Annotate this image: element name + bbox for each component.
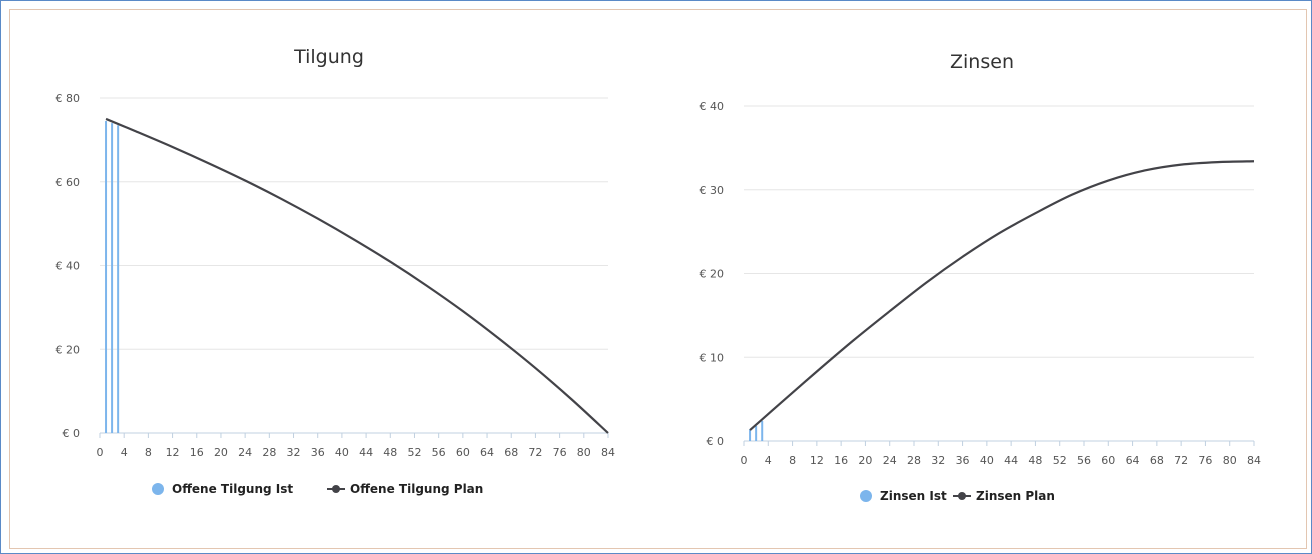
- x-tick-label: 64: [1126, 454, 1140, 467]
- x-tick-label: 12: [810, 454, 824, 467]
- x-tick-label: 36: [956, 454, 970, 467]
- chart-title: Zinsen: [950, 51, 1014, 73]
- legend-ist-label[interactable]: Offene Tilgung Ist: [172, 482, 293, 496]
- x-tick-label: 16: [190, 446, 204, 459]
- x-tick-label: 16: [834, 454, 848, 467]
- x-tick-label: 60: [1101, 454, 1115, 467]
- x-tick-label: 52: [407, 446, 421, 459]
- x-tick-label: 8: [145, 446, 152, 459]
- x-tick-label: 48: [1028, 454, 1042, 467]
- y-tick-label: € 20: [56, 343, 81, 356]
- y-tick-label: € 80: [56, 92, 81, 105]
- y-tick-label: € 40: [700, 100, 725, 113]
- x-tick-label: 84: [601, 446, 615, 459]
- x-tick-label: 28: [907, 454, 921, 467]
- x-tick-label: 4: [121, 446, 128, 459]
- x-tick-label: 20: [214, 446, 228, 459]
- x-tick-label: 12: [166, 446, 180, 459]
- x-tick-label: 44: [1004, 454, 1018, 467]
- plan-line: [749, 160, 1255, 431]
- x-tick-label: 68: [1150, 454, 1164, 467]
- plan-line: [105, 117, 609, 434]
- y-tick-label: € 0: [63, 427, 81, 440]
- legend-plan-marker[interactable]: [332, 485, 340, 493]
- legend-plan-label[interactable]: Zinsen Plan: [976, 489, 1055, 503]
- y-tick-label: € 40: [56, 260, 81, 273]
- x-tick-label: 32: [931, 454, 945, 467]
- x-tick-label: 68: [504, 446, 518, 459]
- legend-ist-label[interactable]: Zinsen Ist: [880, 489, 947, 503]
- charts-panel: [9, 9, 1307, 549]
- x-tick-label: 84: [1247, 454, 1261, 467]
- x-tick-label: 32: [287, 446, 301, 459]
- x-tick-label: 40: [980, 454, 994, 467]
- legend-ist-marker[interactable]: [152, 483, 164, 495]
- x-tick-label: 28: [262, 446, 276, 459]
- x-tick-label: 0: [97, 446, 104, 459]
- x-tick-label: 72: [528, 446, 542, 459]
- x-tick-label: 80: [1223, 454, 1237, 467]
- x-tick-label: 0: [741, 454, 748, 467]
- y-tick-label: € 20: [700, 268, 725, 281]
- y-tick-label: € 10: [700, 351, 725, 364]
- x-tick-label: 56: [1077, 454, 1091, 467]
- x-tick-label: 44: [359, 446, 373, 459]
- legend-plan-marker[interactable]: [958, 492, 966, 500]
- x-tick-label: 60: [456, 446, 470, 459]
- x-tick-label: 8: [789, 454, 796, 467]
- x-tick-label: 56: [432, 446, 446, 459]
- x-tick-label: 36: [311, 446, 325, 459]
- chart-zinsen: Zinsen€ 0€ 10€ 20€ 30€ 400 4 8 12 16 20 24 28 32…: [700, 51, 1262, 503]
- x-tick-label: 64: [480, 446, 494, 459]
- x-tick-label: 80: [577, 446, 591, 459]
- y-tick-label: € 60: [56, 176, 81, 189]
- chart-title: Tilgung: [293, 46, 364, 68]
- x-tick-label: 4: [765, 454, 772, 467]
- x-tick-label: 48: [383, 446, 397, 459]
- x-tick-label: 76: [1198, 454, 1212, 467]
- x-tick-label: 40: [335, 446, 349, 459]
- x-tick-label: 72: [1174, 454, 1188, 467]
- legend-ist-marker[interactable]: [860, 490, 872, 502]
- x-tick-label: 20: [858, 454, 872, 467]
- y-tick-label: € 30: [700, 184, 725, 197]
- chart-tilgung: Tilgung€ 0€ 20€ 40€ 60€ 800 4 8 12 16 20 24 28 3…: [56, 46, 616, 496]
- x-tick-label: 24: [238, 446, 252, 459]
- x-tick-label: 76: [553, 446, 567, 459]
- y-tick-label: € 0: [707, 435, 725, 448]
- x-tick-label: 52: [1053, 454, 1067, 467]
- x-tick-label: 24: [883, 454, 897, 467]
- legend-plan-label[interactable]: Offene Tilgung Plan: [350, 482, 483, 496]
